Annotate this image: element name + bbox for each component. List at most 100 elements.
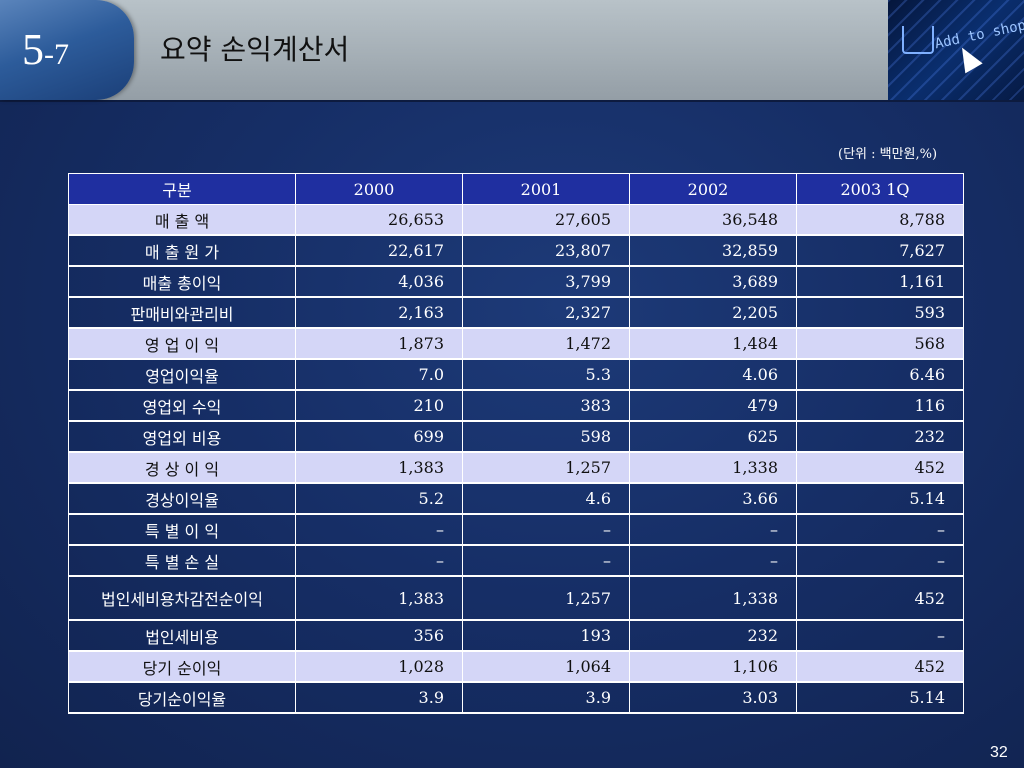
table-row: 당기 순이익 1,028 1,064 1,106 452 [68,651,964,683]
table-row: 매 출 원 가 22,617 23,807 32,859 7,627 [68,235,964,267]
table-cell: 1,472 [462,328,630,360]
table-cell: 2,163 [295,297,463,329]
table-cell: 7.0 [295,359,463,391]
table-cell: 27,605 [462,204,630,236]
table-cell: 1,338 [629,452,797,484]
table-row: 당기순이익율 3.9 3.9 3.03 5.14 [68,682,964,714]
table-cell: 36,548 [629,204,797,236]
table-cell: – [629,545,797,577]
table-cell: 479 [629,390,797,422]
table-cell: 1,383 [295,452,463,484]
table-cell: – [462,545,630,577]
unit-note: (단위 : 백만원,%) [838,147,938,162]
table-row: 영업외 비용 699 598 625 232 [68,421,964,453]
table-row: 특 별 손 실 – – – – [68,545,964,577]
table-cell: 4,036 [295,266,463,298]
column-header: 2002 [629,173,797,205]
header-bar: 5-7 요약 손익계산서 Add to shopp [0,0,1024,102]
table-row: 영업외 수익 210 383 479 116 [68,390,964,422]
add-to-shop-banner-image: Add to shopp [888,0,1024,100]
table-cell: – [796,545,964,577]
table-cell: – [796,514,964,546]
row-label: 영업외 수익 [68,390,296,422]
table-row: 법인세비용차감전순이익 1,383 1,257 1,338 452 [68,576,964,621]
table-cell: 1,257 [462,576,630,621]
table-row: 경상이익율 5.2 4.6 3.66 5.14 [68,483,964,515]
income-statement-table: 구분 2000 2001 2002 2003 1Q 매 출 액 26,653 27,605 3… [68,173,964,714]
table-cell: – [295,514,463,546]
table-cell: 7,627 [796,235,964,267]
row-label: 법인세비용 [68,620,296,652]
table-cell: 3.03 [629,682,797,714]
table-cell: 1,064 [462,651,630,683]
table-cell: 1,106 [629,651,797,683]
shopping-cart-icon [902,26,934,54]
table-cell: 23,807 [462,235,630,267]
table-cell: 4.6 [462,483,630,515]
table-cell: 452 [796,651,964,683]
table-cell: 3.66 [629,483,797,515]
row-label: 영 업 이 익 [68,328,296,360]
row-label: 매 출 원 가 [68,235,296,267]
table-cell: 625 [629,421,797,453]
table-cell: 4.06 [629,359,797,391]
table-cell: 2,327 [462,297,630,329]
table-cell: 232 [629,620,797,652]
table-cell: 699 [295,421,463,453]
row-label: 경 상 이 익 [68,452,296,484]
row-label: 특 별 이 익 [68,514,296,546]
page-title: 요약 손익계산서 [160,33,350,66]
table-cell: 593 [796,297,964,329]
row-label: 경상이익율 [68,483,296,515]
row-label: 영업이익율 [68,359,296,391]
section-number: 5-7 [22,22,69,83]
column-header: 2000 [295,173,463,205]
section-number-tab: 5-7 [0,0,134,100]
table-cell: 8,788 [796,204,964,236]
table-cell: – [295,545,463,577]
table-row: 영업이익율 7.0 5.3 4.06 6.46 [68,359,964,391]
table-cell: 5.3 [462,359,630,391]
table-cell: 22,617 [295,235,463,267]
table-cell: 568 [796,328,964,360]
section-number-main: 5 [22,25,44,74]
table-cell: 1,484 [629,328,797,360]
table-cell: 1,028 [295,651,463,683]
table-row: 판매비와관리비 2,163 2,327 2,205 593 [68,297,964,329]
table-row: 법인세비용 356 193 232– [68,620,964,652]
table-cell: 3,689 [629,266,797,298]
table-cell: 1,257 [462,452,630,484]
table-cell: 1,161 [796,266,964,298]
row-label: 영업외 비용 [68,421,296,453]
table-cell: 3.9 [295,682,463,714]
table-cell: 1,338 [629,576,797,621]
column-header: 2001 [462,173,630,205]
row-label: 판매비와관리비 [68,297,296,329]
row-label: 특 별 손 실 [68,545,296,577]
table-cell: 5.2 [295,483,463,515]
row-label: 당기순이익율 [68,682,296,714]
table-cell: 3.9 [462,682,630,714]
table-cell: 452 [796,576,964,621]
table-cell: 1,873 [295,328,463,360]
table-cell: 32,859 [629,235,797,267]
table-cell: 193 [462,620,630,652]
table-cell: 6.46 [796,359,964,391]
table-row: 매출 총이익 4,036 3,799 3,689 1,161 [68,266,964,298]
page-number: 32 [990,744,1008,761]
table-cell: – [796,620,964,652]
row-label: 당기 순이익 [68,651,296,683]
table-cell: 1,383 [295,576,463,621]
table-row: 매 출 액 26,653 27,605 36,548 8,788 [68,204,964,236]
table-cell: 26,653 [295,204,463,236]
row-label: 법인세비용차감전순이익 [68,576,296,621]
table-row: 경 상 이 익 1,383 1,257 1,338 452 [68,452,964,484]
table-cell: – [629,514,797,546]
table-body: 매 출 액 26,653 27,605 36,548 8,788 매 출 원 가 22,61… [68,204,964,714]
table-cell: 5.14 [796,682,964,714]
table-cell: 3,799 [462,266,630,298]
table-cell: 2,205 [629,297,797,329]
table-cell: 232 [796,421,964,453]
column-header: 2003 1Q [796,173,964,205]
